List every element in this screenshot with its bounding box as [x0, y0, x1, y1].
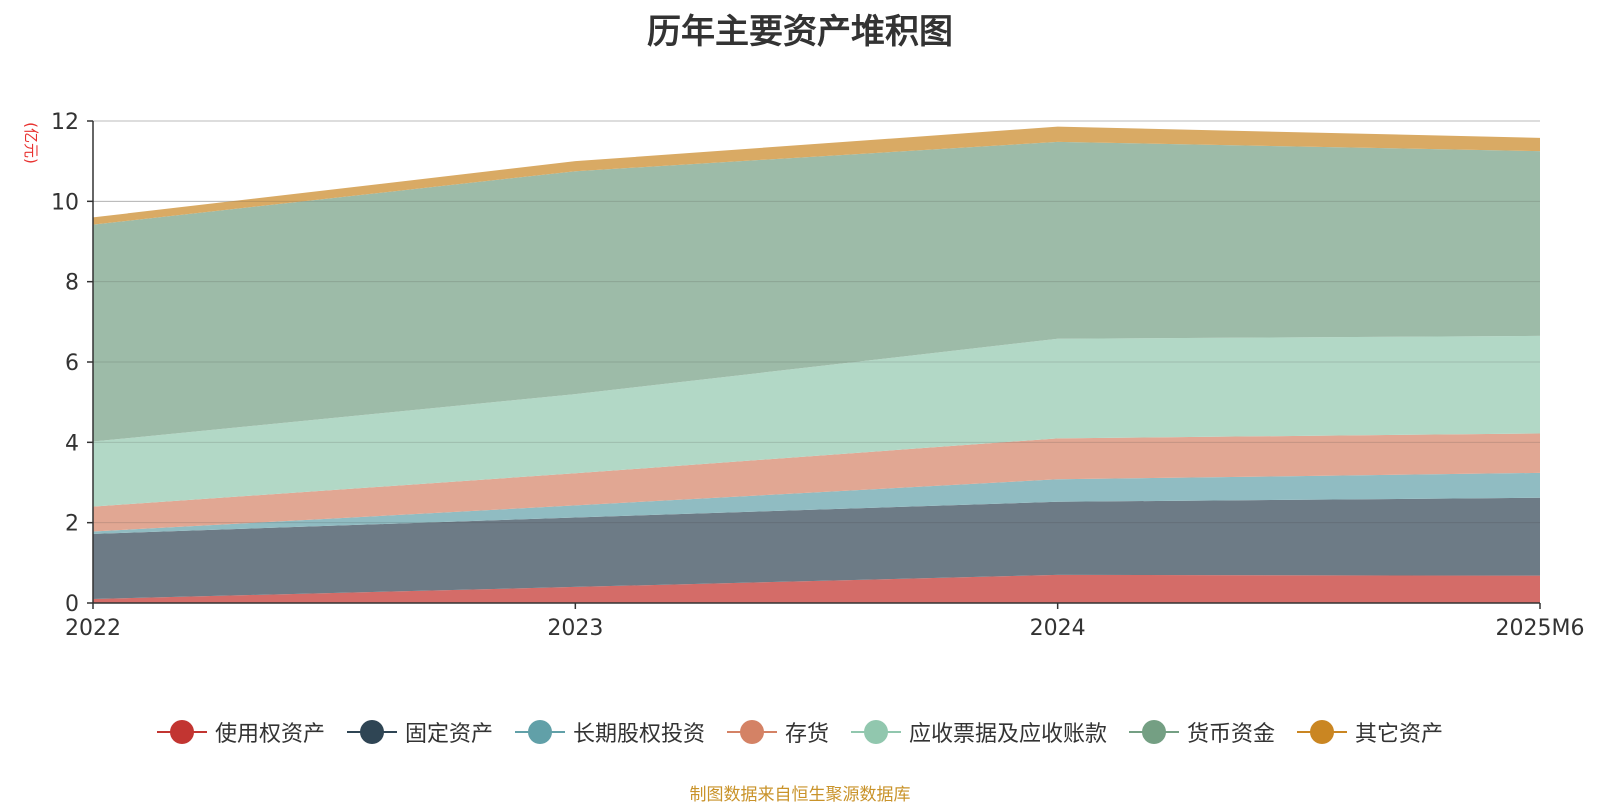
- area-series-4: [93, 335, 1540, 507]
- legend-item[interactable]: 货币资金: [1129, 716, 1275, 748]
- x-tick-label: 2024: [1030, 616, 1086, 641]
- legend-label: 应收票据及应收账款: [909, 722, 1108, 747]
- legend: 使用权资产 固定资产 长期股权投资 存货 应收票据及应收账款 货币资金 其它资产: [0, 716, 1600, 748]
- y-axis-label: (亿元): [22, 122, 40, 164]
- area-layer: [93, 126, 1540, 603]
- legend-item[interactable]: 存货: [726, 716, 829, 748]
- area-series-2: [93, 472, 1540, 534]
- legend-marker-icon: [514, 719, 565, 745]
- legend-item[interactable]: 应收票据及应收账款: [851, 716, 1107, 748]
- legend-label: 使用权资产: [214, 722, 325, 747]
- y-tick-label: 10: [51, 190, 79, 215]
- y-tick-label: 8: [65, 271, 79, 296]
- area-series-3: [93, 433, 1540, 532]
- legend-item[interactable]: 固定资产: [346, 716, 493, 748]
- area-series-0: [93, 574, 1540, 603]
- chart-title: 历年主要资产堆积图: [647, 12, 953, 52]
- legend-label: 存货: [784, 722, 829, 747]
- area-series-1: [93, 497, 1540, 599]
- legend-marker-icon: [1129, 719, 1180, 745]
- y-tick-label: 0: [65, 592, 79, 617]
- legend-item[interactable]: 长期股权投资: [514, 716, 705, 748]
- x-tick-label: 2025M6: [1496, 616, 1585, 641]
- y-tick-label: 12: [51, 110, 79, 135]
- axis-layer: 0 2 4 6 8 10 12 2022 2023 2024 2025M6: [51, 110, 1584, 641]
- legend-marker-icon: [726, 719, 777, 745]
- y-tick-label: 2: [65, 512, 79, 537]
- legend-item[interactable]: 使用权资产: [156, 716, 325, 748]
- legend-marker-icon: [851, 719, 901, 745]
- legend-marker-icon: [346, 719, 397, 745]
- x-tick-label: 2022: [65, 616, 121, 641]
- legend-label: 货币资金: [1187, 722, 1276, 747]
- legend-item[interactable]: 其它资产: [1297, 716, 1443, 748]
- legend-marker-icon: [156, 719, 207, 745]
- legend-label: 长期股权投资: [572, 722, 705, 747]
- x-tick-label: 2023: [547, 616, 603, 641]
- legend-label: 其它资产: [1355, 722, 1444, 747]
- y-tick-label: 4: [65, 431, 79, 456]
- legend-marker-icon: [1297, 719, 1348, 745]
- area-series-5: [93, 141, 1540, 442]
- area-series-6: [93, 126, 1540, 225]
- data-source-note: 制图数据来自恒生聚源数据库: [689, 785, 911, 805]
- legend-label: 固定资产: [404, 722, 493, 747]
- y-tick-label: 6: [65, 351, 79, 376]
